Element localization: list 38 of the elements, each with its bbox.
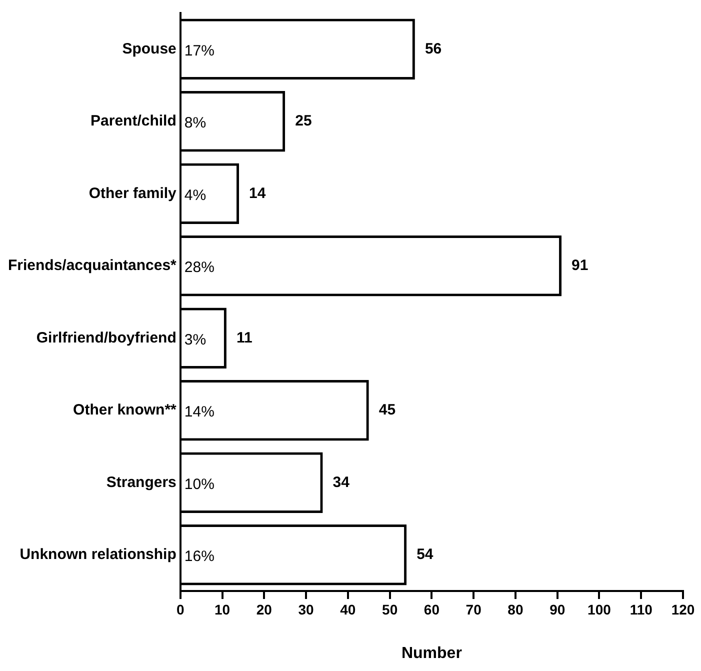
x-tick-label: 110 — [630, 601, 653, 618]
data-label: 91 — [572, 257, 588, 274]
x-tick-label: 70 — [466, 601, 482, 618]
data-label: 34 — [332, 474, 350, 491]
x-tick-label: 100 — [588, 601, 612, 618]
annotation: 3% — [184, 331, 206, 348]
x-axis-title: Number — [401, 644, 462, 662]
annotation: 17% — [184, 42, 214, 60]
data-label: 54 — [416, 546, 434, 564]
x-tick-label: 120 — [671, 601, 695, 618]
x-tick-label: 50 — [382, 601, 398, 618]
x-tick-label: 30 — [298, 601, 314, 618]
data-label: 25 — [295, 112, 312, 130]
x-tick-label: 80 — [508, 601, 524, 618]
x-tick-label: 10 — [214, 601, 230, 618]
y-tick-label: Other family — [88, 184, 178, 202]
data-label: 56 — [424, 40, 442, 58]
data-label: 45 — [378, 402, 396, 419]
annotation: 28% — [184, 259, 214, 276]
x-tick-label: 60 — [424, 601, 440, 618]
x-tick-label: 90 — [550, 601, 566, 618]
annotation: 8% — [184, 114, 206, 132]
y-tick-label: Friends/acquaintances* — [8, 257, 177, 274]
y-tick-label: Girlfriend/boyfriend — [36, 329, 176, 346]
x-tick-label: 0 — [176, 601, 184, 618]
annotation: 14% — [184, 404, 214, 421]
data-label: 14 — [249, 184, 266, 202]
y-tick-label: Spouse — [122, 40, 176, 58]
x-tick-label: 20 — [256, 601, 272, 618]
x-tick-label: 40 — [340, 601, 356, 618]
y-tick-label: Unknown relationship — [20, 546, 176, 564]
annotation: 10% — [184, 476, 214, 493]
y-tick-label: Strangers — [106, 474, 176, 491]
annotation: 16% — [184, 548, 214, 566]
y-tick-label: Parent/child — [90, 112, 176, 130]
data-label: 11 — [236, 329, 252, 346]
annotation: 4% — [184, 186, 206, 204]
y-tick-label: Other known** — [73, 402, 177, 419]
